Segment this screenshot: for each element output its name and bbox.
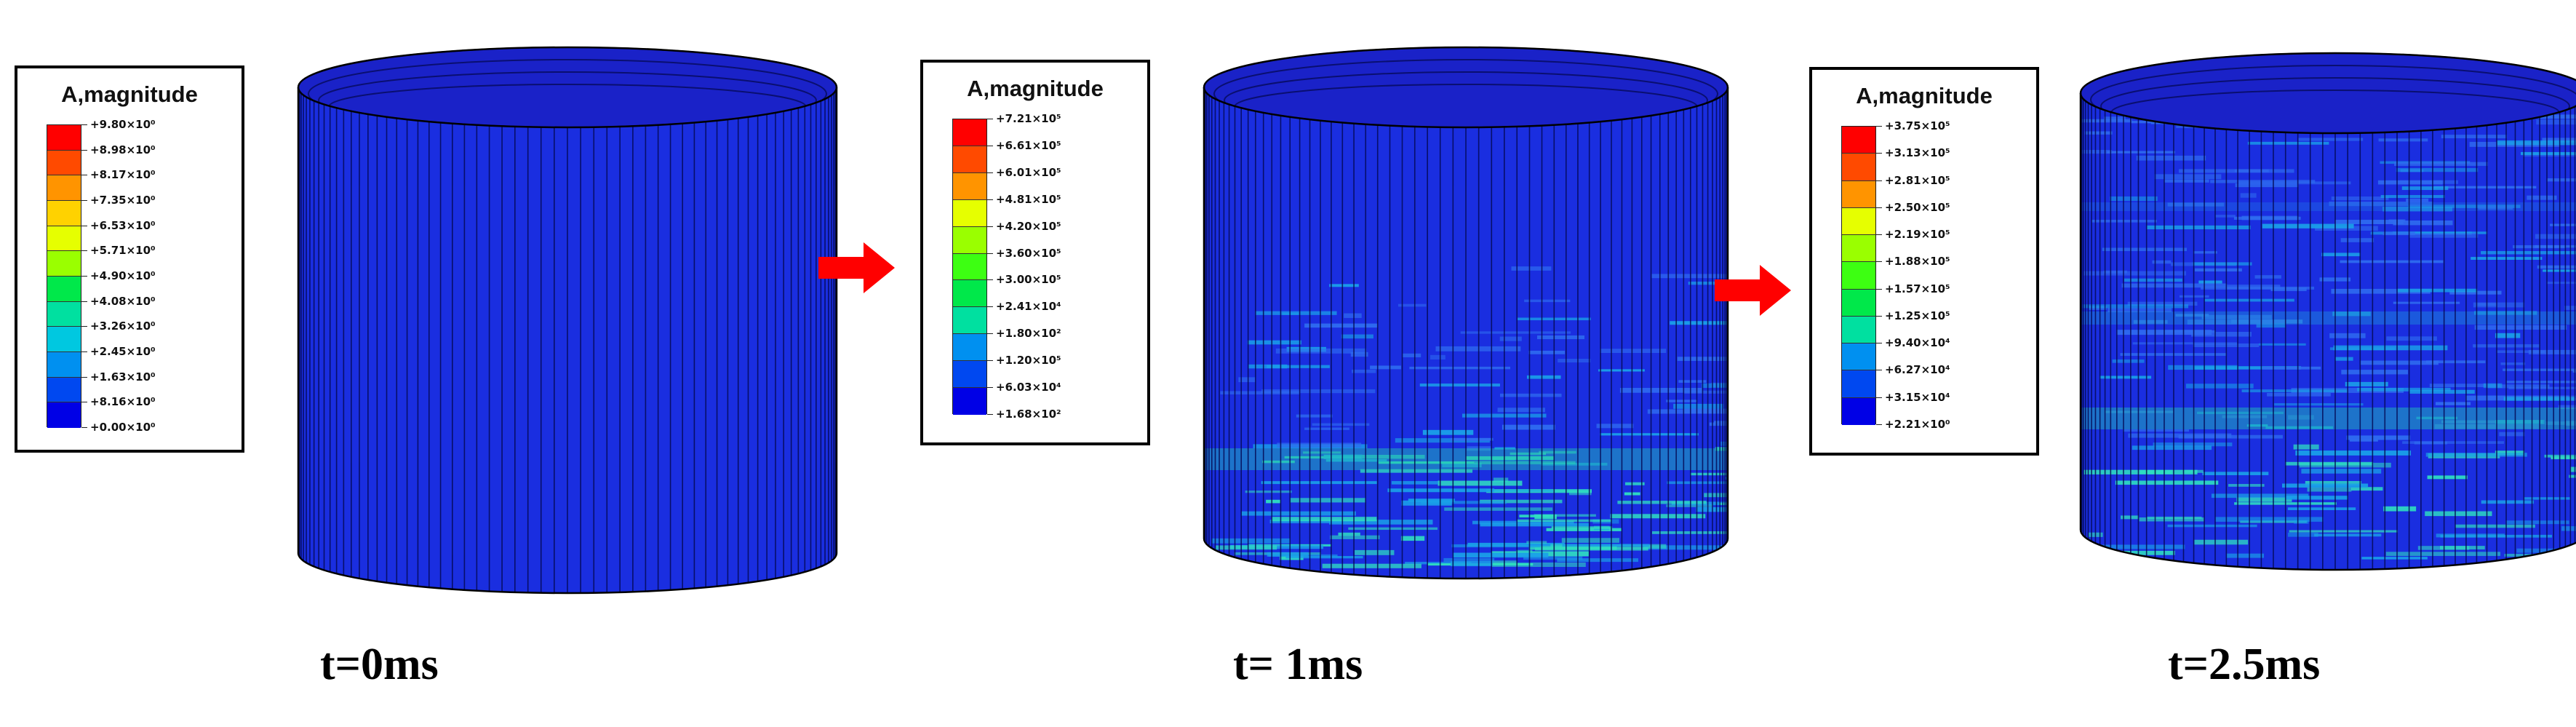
cylinder-shell [297,46,838,595]
tick-label: +6.01×10⁵ [987,165,1061,179]
color-bar-segment [953,226,986,254]
panel-t1: A,magnitude +7.21×10⁵ +6.61×10⁵ +6.01×10⁵ +… [906,0,1779,727]
tick-label: +1.63×10⁰ [81,370,156,384]
color-bar [47,124,81,428]
cylinder-shell [2079,52,2576,571]
tick-label: +1.25×10⁵ [1876,309,1950,322]
legend-box: A,magnitude +7.21×10⁵ +6.61×10⁵ +6.01×10⁵ +… [920,60,1150,445]
time-label: t=0ms [320,640,439,689]
tick-label: +7.21×10⁵ [987,112,1061,125]
color-bar [1841,126,1876,425]
tick-label: +8.17×10⁰ [81,168,156,182]
color-bar-segment [47,402,81,428]
color-bar [952,119,987,415]
color-bar-segment [1842,370,1875,398]
tick-label: +0.00×10⁰ [81,421,156,434]
color-bar-segment [953,334,986,362]
tick-label: +2.19×10⁵ [1876,228,1950,242]
tick-label: +4.90×10⁰ [81,269,156,282]
tick-label: +8.98×10⁰ [81,143,156,156]
color-bar-segment [1842,343,1875,371]
tick-label: +1.88×10⁵ [1876,255,1950,269]
legend-title: A,magnitude [967,76,1104,101]
color-bar-segment [47,327,81,352]
color-bar-segment [47,377,81,403]
legend-box: A,magnitude +3.75×10⁵ +3.13×10⁵ +2.81×10⁵ +… [1809,67,2039,456]
color-bar-segment [47,301,81,327]
tick-label: +1.68×10² [987,408,1061,421]
color-bar-segment [953,388,986,415]
color-bar-segment [953,119,986,146]
tick-label: +3.00×10⁵ [987,273,1061,287]
color-bar-segment [1842,180,1875,208]
cylinder-shell [1203,46,1729,580]
arrow-icon [818,242,895,293]
tick-label: +1.57×10⁵ [1876,282,1950,295]
color-bar-segment [953,307,986,335]
color-bar-segment [1842,316,1875,344]
tick-label: +3.13×10⁵ [1876,146,1950,160]
legend-box: A,magnitude +9.80×10⁰ +8.98×10⁰ +8.17×10⁰ +… [15,65,244,453]
tick-label: +2.50×10⁵ [1876,200,1950,214]
color-bar-segment [1842,235,1875,263]
tick-label: +6.53×10⁰ [81,218,156,232]
time-label: t= 1ms [1233,640,1363,689]
color-bar-segment [47,276,81,302]
time-label: t=2.5ms [2168,640,2321,689]
color-bar-segment [47,125,81,151]
tick-label: +5.71×10⁰ [81,244,156,258]
color-bar-segment [47,200,81,226]
panel-t2-5: A,magnitude +3.75×10⁵ +3.13×10⁵ +2.81×10⁵ +… [1801,0,2576,727]
color-bar-segment [1842,207,1875,236]
color-bar-segment [953,172,986,200]
color-bar-segment [1842,289,1875,317]
tick-label: +3.26×10⁰ [81,319,156,333]
legend-title: A,magnitude [1856,83,1993,108]
tick-label: +3.75×10⁵ [1876,119,1950,132]
tick-label: +6.03×10⁴ [987,381,1061,394]
color-bar-segment [1842,154,1875,181]
tick-label: +2.21×10⁰ [1876,418,1950,431]
color-bar-segment [953,361,986,389]
arrow-icon [1715,265,1791,316]
color-bar-segment [1842,397,1875,425]
tick-label: +2.81×10⁵ [1876,173,1950,187]
legend-title: A,magnitude [61,82,198,107]
color-bar-segment [47,226,81,252]
tick-label: +6.61×10⁵ [987,138,1061,152]
tick-label: +3.60×10⁵ [987,246,1061,260]
tick-label: +6.27×10⁴ [1876,363,1950,377]
tick-label: +1.80×10² [987,327,1061,341]
color-bar-segment [47,175,81,201]
tick-label: +3.15×10⁴ [1876,390,1950,404]
tick-label: +1.20×10⁵ [987,354,1061,368]
color-bar-segment [953,253,986,281]
color-bar-segment [953,280,986,308]
tick-label: +4.81×10⁵ [987,192,1061,206]
tick-label: +4.08×10⁰ [81,294,156,308]
panel-t0: A,magnitude +9.80×10⁰ +8.98×10⁰ +8.17×10⁰ +… [0,0,873,727]
tick-label: +2.41×10⁴ [987,300,1061,314]
tick-label: +9.40×10⁴ [1876,336,1950,350]
color-bar-segment [1842,262,1875,290]
color-bar-segment [47,150,81,176]
tick-label: +8.16×10⁰ [81,395,156,409]
color-bar-segment [953,146,986,173]
tick-label: +9.80×10⁰ [81,118,156,131]
color-bar-segment [953,199,986,227]
tick-label: +2.45×10⁰ [81,345,156,358]
color-bar-segment [47,251,81,277]
tick-label: +4.20×10⁵ [987,219,1061,233]
color-bar-segment [1842,127,1875,154]
tick-label: +7.35×10⁰ [81,194,156,207]
color-bar-segment [47,351,81,378]
